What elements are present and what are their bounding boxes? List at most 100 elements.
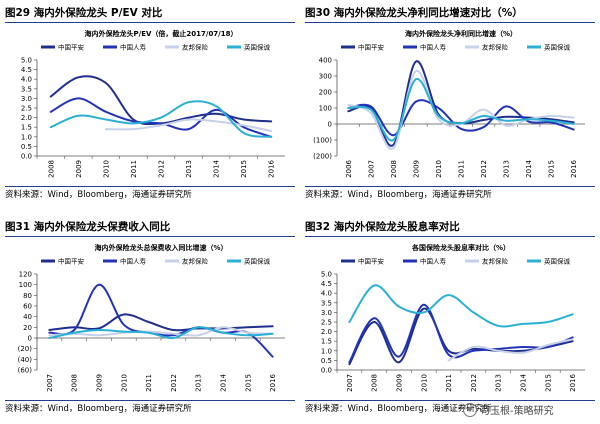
y-tick-label: 0.5 [321,357,332,365]
series-line [348,284,574,328]
y-tick-label: 1.0 [321,347,332,355]
source-note: 资料来源：Wind，Bloomberg，海通证券研究所 [5,186,295,203]
y-tick-label: 1.5 [321,338,332,346]
y-tick-label: 0.5 [21,143,32,151]
source-note: 资料来源：Wind，Bloomberg，海通证券研究所 [5,400,295,417]
x-tick-label: 2016 [570,159,578,177]
series-line [347,60,575,147]
line-chart-net-profit-growth: 海内外保险龙头净利同比增速（%） 中国平安 中国人寿 友邦保险 英国保诚 (200) (10… [313,29,585,178]
legend-label: 中国平安 [58,43,85,52]
legend-label: 英国保诚 [244,43,271,52]
legend-label: 中国人寿 [420,257,447,266]
x-tick-label: 2009 [412,160,420,178]
source-note: 资料来源：Wind，Bloomberg，海通证券研究所 [305,186,595,203]
y-tick-label: (20) [18,345,33,353]
x-tick-label: 2012 [480,160,488,178]
y-tick-label: 4.0 [321,290,332,298]
x-tick-label: 2008 [390,160,398,178]
y-tick-label: (100) [313,137,332,145]
legend-label: 英国保诚 [544,43,571,52]
x-tick-label: 2014 [213,159,221,177]
chart-title: 海内外保险龙头净利同比增速（%） [405,29,517,38]
x-tick-label: 2010 [102,160,110,178]
y-tick-label: 4.0 [21,76,32,84]
legend-label: 中国平安 [58,257,85,266]
chart-panel-fig31: 图31 海内外保险龙头保费收入同比 海内外保险龙头总保费收入同比增速（%） 中国平… [5,218,295,418]
y-tick-label: 3.5 [321,299,332,307]
x-tick-label: 2010 [120,374,128,392]
x-tick-label: 2013 [495,374,503,392]
y-tick-label: 3.0 [21,95,32,103]
x-tick-label: 2013 [503,160,511,178]
x-tick-label: 2009 [75,160,83,178]
legend-label: 中国平安 [358,257,385,266]
x-tick-label: 2011 [145,374,153,392]
x-tick-label: 2010 [420,374,428,392]
x-tick-label: 2013 [195,374,203,392]
legend-label: 中国人寿 [120,43,147,52]
series-line [49,97,273,138]
y-tick-label: 0.0 [21,153,32,161]
line-chart-dividend-yield: 各国保险龙头股息率对比（%） 中国平安 中国人寿 友邦保险 英国保诚 0.0 0.5 1.01… [321,243,585,392]
legend-label: 友邦保险 [482,43,509,52]
panel-title: 图32 海内外保险龙头股息率对比 [305,218,595,237]
panel-title: 图30 海内外保险龙头净利同比增速对比（%） [305,4,595,23]
x-tick-label: 2007 [367,160,375,178]
x-tick-label: 2014 [520,373,528,391]
x-tick-label: 2013 [185,160,193,178]
y-tick-label: 20 [23,324,32,332]
y-tick-label: 40 [23,313,32,321]
x-tick-label: 2008 [71,374,79,392]
y-tick-label: 300 [319,73,332,81]
watermark: 苟玉根-策略研究 [463,402,554,417]
x-tick-label: 2007 [46,374,54,392]
legend-label: 友邦保险 [482,257,509,266]
series-line [447,338,574,362]
y-tick-label: 2.5 [21,105,32,113]
series-line [347,70,575,150]
y-tick-label: 1.0 [21,133,32,141]
y-tick-label: 0 [28,335,32,343]
watermark-text: 苟玉根-策略研究 [480,406,554,417]
legend-label: 英国保诚 [544,257,571,266]
y-tick-label: 1.5 [21,124,32,132]
x-tick-label: 2008 [371,374,379,392]
x-tick-label: 2014 [220,373,228,391]
panel-title: 图29 海内外保险龙头 P/EV 对比 [5,4,295,23]
legend-label: 友邦保险 [182,257,209,266]
y-tick-label: 400 [319,57,332,65]
chart-panel-fig30: 图30 海内外保险龙头净利同比增速对比（%） 海内外保险龙头净利同比增速（%） 中… [305,4,595,204]
x-tick-label: 2009 [96,374,104,392]
y-tick-label: 0.0 [321,367,332,375]
y-tick-label: (40) [18,356,33,364]
y-tick-label: 100 [19,281,32,289]
y-tick-label: 3.5 [21,85,32,93]
y-tick-label: 120 [19,271,32,279]
y-tick-label: 5.0 [21,57,32,65]
chart-title: 海内外保险龙头总保费收入同比增速（%） [94,243,227,252]
series-line [348,303,574,364]
y-tick-label: 0 [328,121,332,129]
x-tick-label: 2011 [458,160,466,178]
legend-label: 中国人寿 [120,257,147,266]
x-tick-label: 2010 [435,160,443,178]
series-line [48,313,274,332]
legend-label: 友邦保险 [182,43,209,52]
x-tick-label: 2009 [396,374,404,392]
legend-label: 中国平安 [358,43,385,52]
x-tick-label: 2008 [47,160,55,178]
series-line [48,283,274,358]
chart-title: 各国保险龙头股息率对比（%） [411,243,510,252]
x-tick-label: 2015 [240,160,248,178]
chart-panel-fig29: 图29 海内外保险龙头 P/EV 对比 海内外保险龙头P/EV（倍，截止2017… [5,4,295,204]
x-tick-label: 2012 [170,374,178,392]
y-tick-label: 2.0 [321,328,332,336]
x-tick-label: 2015 [544,374,552,392]
y-tick-label: 3.0 [321,309,332,317]
y-tick-label: 60 [23,303,32,311]
legend-label: 英国保诚 [244,257,271,266]
y-tick-label: 2.5 [321,319,332,327]
x-tick-label: 2016 [268,159,276,177]
series-line [49,100,273,138]
line-chart-premium-growth: 海内外保险龙头总保费收入同比增速（%） 中国平安 中国人寿 友邦保险 英国保诚 (60) (… [18,243,285,392]
